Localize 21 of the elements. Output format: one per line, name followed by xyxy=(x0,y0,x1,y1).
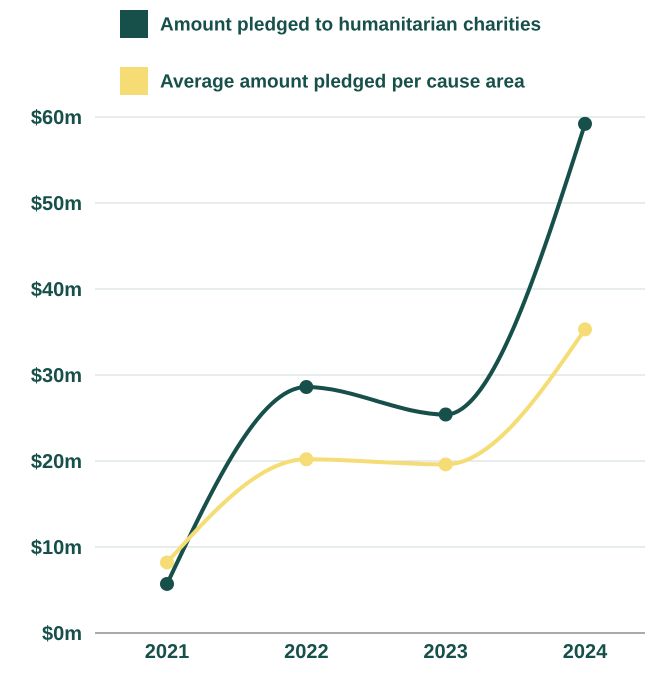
legend-label: Amount pledged to humanitarian charities xyxy=(160,14,542,36)
point xyxy=(438,457,453,472)
y-tick-label: $20m xyxy=(30,451,82,473)
y-tick-label: $0m xyxy=(42,623,82,645)
y-tick-label: $10m xyxy=(30,537,82,559)
y-tick-label: $50m xyxy=(30,193,82,215)
legend-label: Average amount pledged per cause area xyxy=(160,72,526,93)
point xyxy=(578,322,592,336)
y-tick-label: $60m xyxy=(30,107,82,129)
x-tick-label: 2023 xyxy=(423,641,468,663)
x-tick-label: 2021 xyxy=(144,641,190,663)
point xyxy=(160,555,174,570)
point xyxy=(438,408,453,422)
y-tick-label: $40m xyxy=(30,279,82,301)
point xyxy=(299,452,314,466)
y-tick-label: $30m xyxy=(30,365,82,387)
point xyxy=(578,116,592,131)
point xyxy=(160,576,174,591)
x-tick-label: 2024 xyxy=(562,641,608,663)
point xyxy=(299,380,314,394)
x-tick-label: 2022 xyxy=(284,641,329,663)
